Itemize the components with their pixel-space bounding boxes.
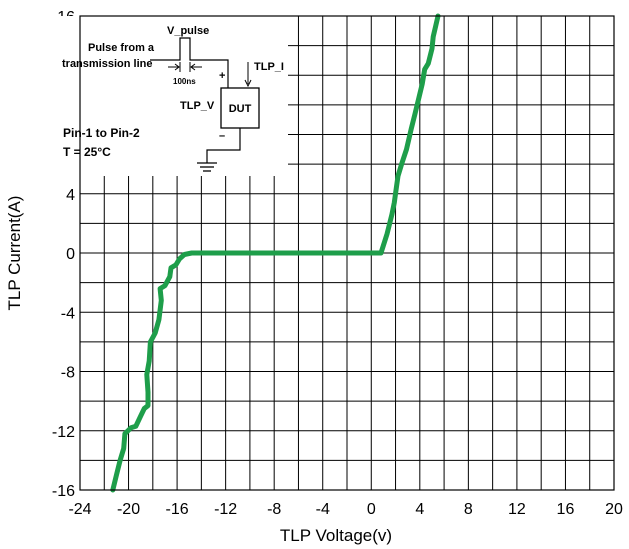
y-tick-label: -16 — [52, 483, 75, 500]
y-axis-label: TLP Current(A) — [5, 196, 24, 311]
x-tick-label: -24 — [68, 501, 91, 518]
ground-wire — [206, 128, 241, 163]
x-tick-label: -8 — [267, 501, 281, 518]
temperature-label: T = 25°C — [63, 145, 111, 159]
pulse-shape — [150, 37, 229, 88]
y-tick-label: 0 — [66, 246, 75, 263]
x-axis-ticks: -24 -20 -16 -12 -8 -4 0 4 8 12 16 20 — [68, 501, 623, 518]
pulse-label-line-2: transmission line — [62, 58, 152, 70]
pin-label: Pin-1 to Pin-2 — [63, 126, 140, 140]
pulse-width-label: 100ns — [173, 77, 196, 86]
y-tick-label: -8 — [61, 365, 75, 382]
minus-label: – — [219, 130, 225, 142]
width-arrow-left-icon — [168, 63, 180, 71]
inset-schematic: V_pulse Pulse from a transmission line 1… — [57, 16, 288, 176]
series-layer — [110, 13, 441, 493]
x-tick-label: -12 — [214, 501, 237, 518]
y-tick-label: -12 — [52, 424, 75, 441]
plus-label: + — [219, 70, 225, 82]
tlp-v-label: TLP_V — [180, 100, 215, 112]
x-tick-label: -4 — [316, 501, 330, 518]
x-tick-label: -20 — [117, 501, 140, 518]
x-tick-label: -16 — [166, 501, 189, 518]
current-arrow-icon — [244, 62, 252, 88]
x-tick-label: 0 — [367, 501, 376, 518]
v-pulse-label: V_pulse — [167, 25, 209, 37]
x-tick-label: 20 — [605, 501, 623, 518]
pulse-label-line-1: Pulse from a — [88, 42, 155, 54]
plot-frame — [79, 15, 615, 491]
x-axis-label: TLP Voltage(v) — [280, 526, 392, 545]
x-tick-label: 16 — [557, 501, 575, 518]
tlp-i-label: TLP_I — [254, 61, 284, 73]
iv-curve-line — [110, 13, 441, 493]
x-tick-label: 8 — [464, 501, 473, 518]
y-tick-label: -4 — [61, 305, 75, 322]
y-tick-label: 4 — [66, 187, 75, 204]
x-tick-label: 12 — [508, 501, 526, 518]
ground-icon — [197, 162, 217, 172]
dut-label: DUT — [229, 103, 252, 115]
width-arrow-right-icon — [190, 63, 202, 71]
x-tick-label: 4 — [415, 501, 424, 518]
